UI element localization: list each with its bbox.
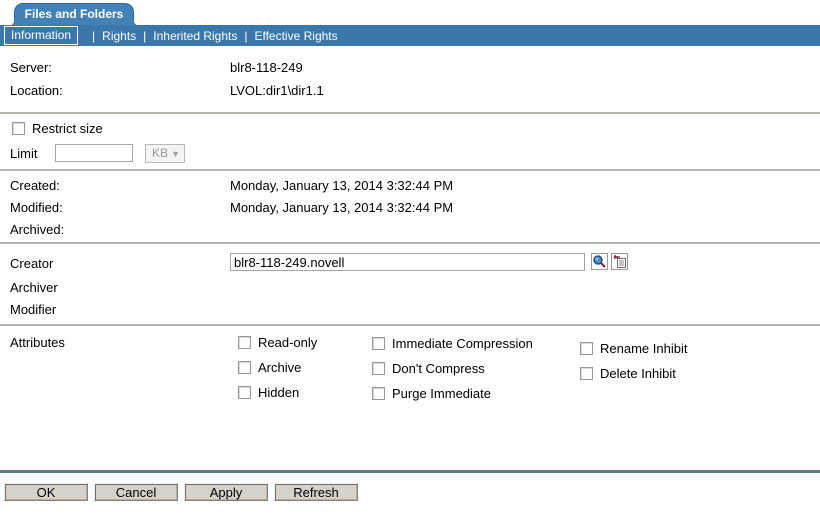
cancel-button[interactable]: Cancel <box>94 483 178 501</box>
divider <box>0 242 820 244</box>
nav-separator: | <box>143 28 147 43</box>
archiver-label: Archiver <box>10 280 58 295</box>
attribute-checkbox-purge-immediate[interactable] <box>372 387 385 400</box>
created-label: Created: <box>10 178 60 193</box>
server-label: Server: <box>10 60 52 75</box>
nav-separator: | <box>92 28 96 43</box>
nav-separator: | <box>244 28 248 43</box>
restrict-size-checkbox[interactable] <box>12 122 25 135</box>
attribute-label: Read-only <box>258 335 318 350</box>
nav-item-information[interactable]: Information <box>4 26 79 45</box>
nav-item-inherited-rights[interactable]: Inherited Rights <box>153 28 238 43</box>
limit-unit-value: KB <box>152 146 169 160</box>
attribute-label: Archive <box>258 360 302 375</box>
object-history-button[interactable] <box>611 253 628 270</box>
refresh-button[interactable]: Refresh <box>274 483 358 501</box>
attribute-label: Purge Immediate <box>392 386 491 401</box>
attribute-item-hidden: Hidden <box>238 385 299 400</box>
divider <box>0 324 820 326</box>
creator-label: Creator <box>10 256 54 271</box>
server-value: blr8-118-249 <box>230 60 303 75</box>
footer-divider <box>0 470 820 473</box>
attribute-checkbox-archive[interactable] <box>238 361 251 374</box>
attribute-item-archive: Archive <box>238 360 301 375</box>
object-selector-button[interactable] <box>591 253 608 270</box>
archived-label: Archived: <box>10 222 65 237</box>
apply-button[interactable]: Apply <box>184 483 268 501</box>
attribute-item-rename-inhibit: Rename Inhibit <box>580 341 687 356</box>
attribute-item-delete-inhibit: Delete Inhibit <box>580 366 676 381</box>
created-value: Monday, January 13, 2014 3:32:44 PM <box>230 178 454 193</box>
attribute-checkbox-dont-compress[interactable] <box>372 362 385 375</box>
location-value: LVOL:dir1\dir1.1 <box>230 83 324 98</box>
nav-item-rights[interactable]: Rights <box>102 28 137 43</box>
modifier-label: Modifier <box>10 302 57 317</box>
tab-files-and-folders[interactable]: Files and Folders <box>8 3 140 26</box>
ok-button[interactable]: OK <box>4 483 88 501</box>
nav-item-effective-rights[interactable]: Effective Rights <box>254 28 338 43</box>
attribute-checkbox-read-only[interactable] <box>238 336 251 349</box>
attribute-label: Rename Inhibit <box>600 341 688 356</box>
attribute-label: Immediate Compression <box>392 336 533 351</box>
limit-input[interactable] <box>55 144 133 162</box>
tab-title: Files and Folders <box>24 7 124 21</box>
limit-label: Limit <box>10 146 38 161</box>
creator-input[interactable] <box>230 253 585 271</box>
attribute-checkbox-hidden[interactable] <box>238 386 251 399</box>
limit-unit-select[interactable]: KB ▼ <box>145 144 185 163</box>
attributes-label: Attributes <box>10 335 65 350</box>
divider <box>0 112 820 114</box>
attribute-item-purge-immediate: Purge Immediate <box>372 386 491 401</box>
attribute-checkbox-delete-inhibit[interactable] <box>580 367 593 380</box>
modified-label: Modified: <box>10 200 63 215</box>
attribute-label: Delete Inhibit <box>600 366 676 381</box>
attribute-item-immediate-compression: Immediate Compression <box>372 336 533 351</box>
restrict-size-label: Restrict size <box>32 121 103 136</box>
attribute-item-read-only: Read-only <box>238 335 317 350</box>
attribute-checkbox-immediate-compression[interactable] <box>372 337 385 350</box>
tab-flare-right <box>133 19 140 26</box>
object-selector-icon <box>593 255 606 268</box>
attribute-label: Hidden <box>258 385 300 400</box>
tab-flare-left <box>8 19 15 26</box>
attribute-item-dont-compress: Don't Compress <box>372 361 485 376</box>
divider <box>0 169 820 171</box>
section-navbar: Information | Rights | Inherited Rights … <box>0 25 820 46</box>
attribute-label: Don't Compress <box>392 361 485 376</box>
dropdown-arrow-icon: ▼ <box>171 149 180 159</box>
location-label: Location: <box>10 83 63 98</box>
object-history-icon <box>613 254 626 268</box>
attribute-checkbox-rename-inhibit[interactable] <box>580 342 593 355</box>
modified-value: Monday, January 13, 2014 3:32:44 PM <box>230 200 454 215</box>
